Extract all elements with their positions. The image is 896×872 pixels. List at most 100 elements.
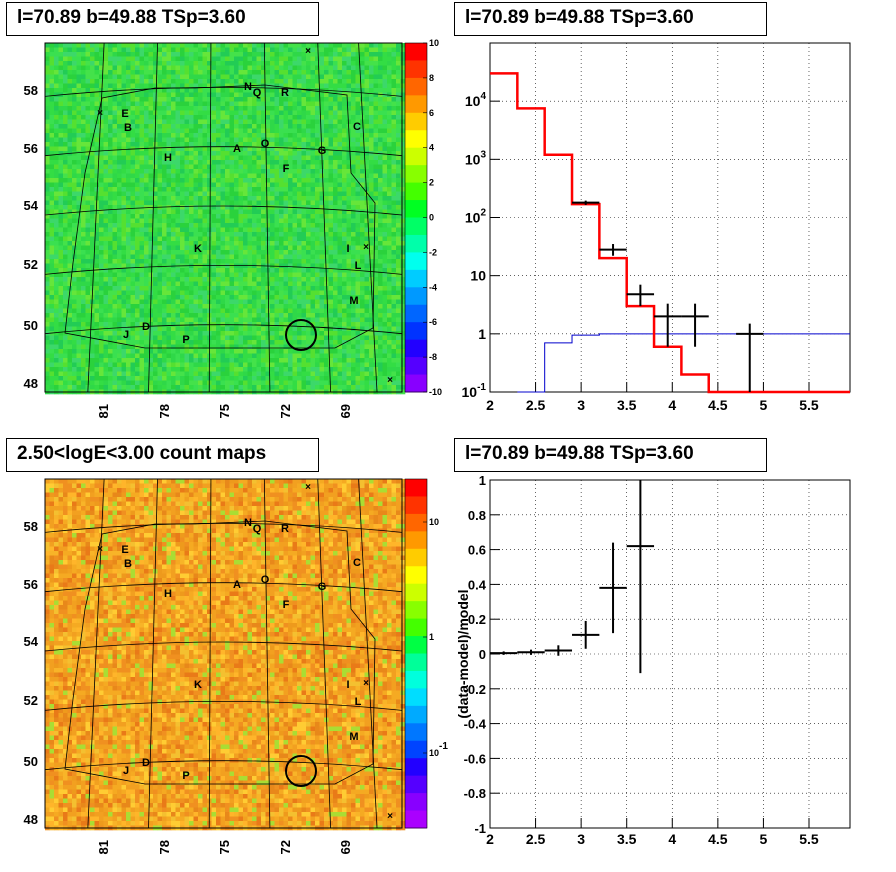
map-pixel: [400, 110, 406, 116]
map-pixel: [306, 61, 311, 66]
map-pixel: [346, 74, 352, 80]
map-pixel: [72, 322, 77, 327]
map-pixel: [252, 304, 257, 309]
map-pixel: [364, 254, 370, 260]
map-pixel: [364, 308, 370, 314]
map-pixel: [166, 79, 172, 84]
map-pixel: [49, 65, 55, 71]
map-pixel: [58, 290, 64, 296]
map-pixel: [166, 119, 172, 125]
map-pixel: [81, 124, 86, 129]
map-pixel: [189, 196, 194, 201]
map-pixel: [270, 142, 275, 147]
map-pixel: [63, 322, 68, 327]
map-pixel: [342, 308, 347, 314]
map-pixel: [373, 304, 379, 309]
map-pixel: [297, 106, 302, 111]
map-pixel: [400, 259, 406, 264]
map-pixel: [198, 191, 203, 197]
map-pixel: [162, 232, 167, 237]
map-pixel: [292, 200, 298, 206]
map-pixel: [315, 164, 320, 170]
map-pixel: [387, 79, 392, 84]
map-pixel: [198, 133, 203, 138]
map-pixel: [319, 47, 325, 53]
map-pixel: [157, 110, 163, 116]
map-pixel: [108, 223, 113, 228]
map-pixel: [247, 187, 253, 192]
map-pixel: [387, 286, 392, 291]
map-pixel: [171, 155, 176, 161]
map-pixel: [166, 277, 172, 282]
map-pixel: [382, 169, 388, 174]
map-pixel: [351, 124, 356, 129]
map-pixel: [45, 295, 50, 300]
map-pixel: [117, 52, 122, 57]
map-pixel: [355, 92, 361, 98]
map-pixel: [184, 187, 190, 192]
map-pixel: [315, 191, 320, 197]
map-pixel: [346, 263, 352, 269]
map-pixel: [328, 43, 334, 48]
map-pixel: [135, 164, 140, 170]
map-pixel: [238, 142, 244, 147]
map-pixel: [193, 214, 199, 219]
map-pixel: [283, 277, 289, 282]
map-pixel: [153, 272, 158, 278]
map-pixel: [157, 79, 163, 84]
map-pixel: [252, 65, 257, 71]
map-pixel: [319, 187, 325, 192]
map-pixel: [162, 115, 167, 120]
map-pixel: [90, 124, 95, 129]
map-pixel: [85, 137, 91, 143]
map-pixel: [400, 52, 406, 57]
map-pixel: [54, 187, 59, 192]
map-pixel: [391, 281, 397, 287]
map-pixel: [180, 232, 185, 237]
map-pixel: [193, 196, 199, 201]
map-pixel: [252, 155, 257, 161]
map-pixel: [175, 92, 181, 98]
map-pixel: [342, 227, 347, 233]
map-pixel: [373, 187, 379, 192]
map-pixel: [76, 227, 82, 233]
map-pixel: [184, 205, 190, 210]
map-pixel: [72, 146, 77, 152]
map-pixel: [369, 268, 374, 273]
map-pixel: [333, 200, 338, 206]
map-pixel: [387, 52, 392, 57]
map-pixel: [121, 241, 127, 246]
map-pixel: [234, 205, 239, 210]
map-pixel: [252, 182, 257, 188]
map-pixel: [85, 164, 91, 170]
map-pixel: [279, 295, 284, 300]
map-pixel: [364, 88, 370, 93]
map-pixel: [175, 106, 181, 111]
map-pixel: [355, 151, 361, 156]
map-pixel: [333, 218, 338, 224]
map-pixel: [108, 227, 113, 233]
map-pixel: [220, 83, 226, 89]
map-pixel: [49, 79, 55, 84]
map-pixel: [333, 299, 338, 305]
map-pixel: [337, 52, 343, 57]
map-pixel: [342, 191, 347, 197]
map-pixel: [387, 214, 392, 219]
map-pixel: [139, 56, 145, 62]
map-pixel: [49, 124, 55, 129]
map-pixel: [63, 137, 68, 143]
map-pixel: [342, 83, 347, 89]
map-pixel: [252, 151, 257, 156]
map-pixel: [274, 268, 280, 273]
map-pixel: [315, 119, 320, 125]
map-pixel: [400, 232, 406, 237]
map-pixel: [306, 295, 311, 300]
map-pixel: [81, 79, 86, 84]
map-pixel: [76, 187, 82, 192]
map-pixel: [49, 322, 55, 327]
map-pixel: [166, 218, 172, 224]
map-pixel: [49, 209, 55, 215]
map-pixel: [378, 268, 383, 273]
map-pixel: [99, 155, 104, 161]
map-pixel: [54, 70, 59, 75]
